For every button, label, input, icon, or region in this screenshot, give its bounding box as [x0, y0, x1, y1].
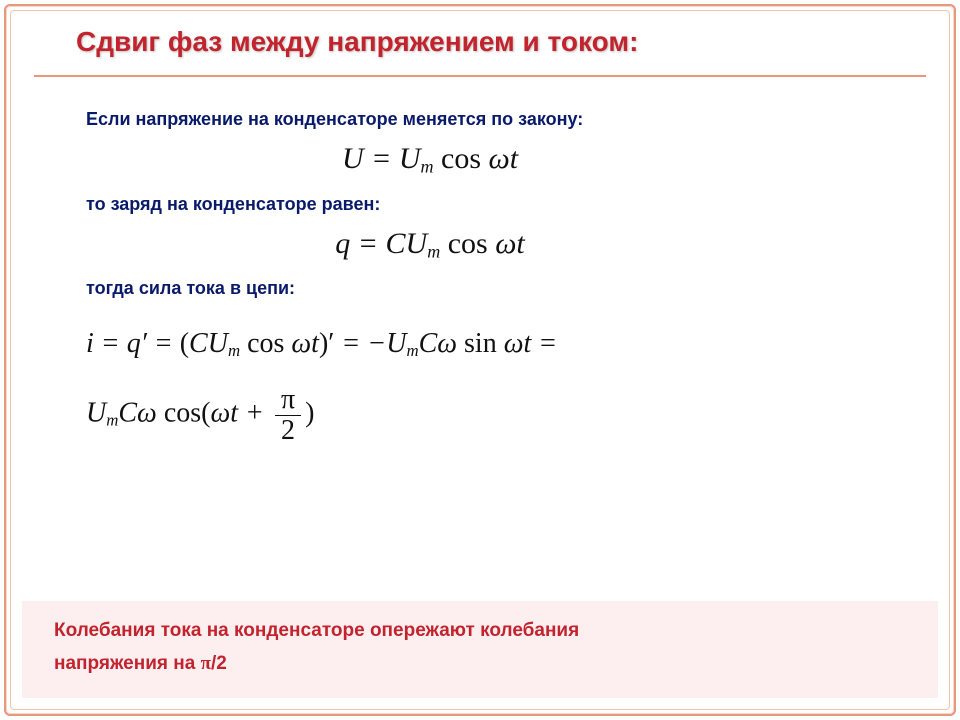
conclusion-band: Колебания тока на конденсаторе опережают…	[22, 601, 938, 698]
slide-frame: Сдвиг фаз между напряжением и током: Есл…	[4, 4, 956, 716]
conclusion-text: Колебания тока на конденсаторе опережают…	[54, 615, 906, 680]
